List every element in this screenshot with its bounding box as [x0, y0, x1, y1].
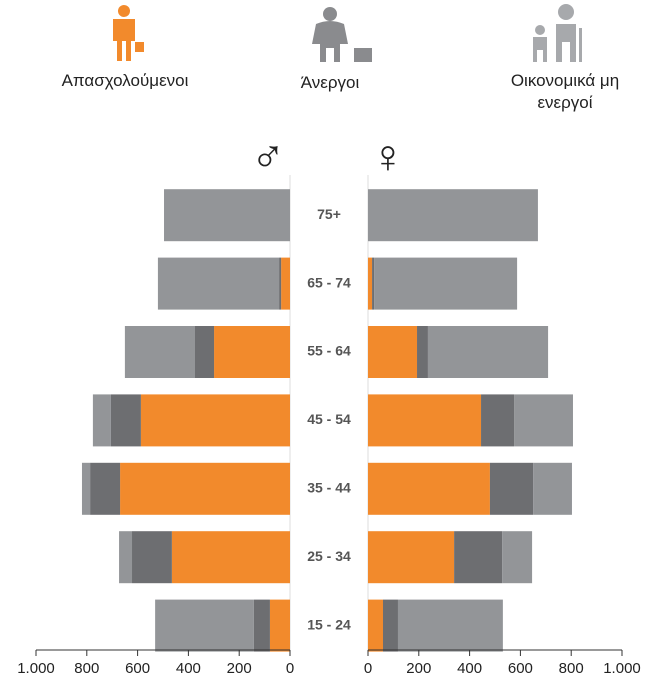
icon-inactive: [533, 4, 582, 62]
bar-segment: [281, 257, 290, 310]
bar-segment: [454, 531, 503, 584]
bar-segment: [382, 599, 398, 652]
x-tick-label: 1.000: [603, 660, 641, 677]
x-tick-label: 400: [176, 660, 201, 677]
bar-segment: [533, 462, 572, 515]
bar-segment: [417, 326, 428, 378]
bar-segment: [214, 326, 290, 378]
x-tick-label: 400: [457, 660, 482, 677]
icon-unemployed: [312, 7, 372, 62]
bar-segment: [502, 531, 533, 584]
bar-segment: [140, 394, 290, 447]
bar-segment: [155, 599, 254, 652]
bar-segment: [81, 462, 91, 515]
category-label: 55 - 64: [307, 343, 351, 359]
bar-segment: [368, 531, 455, 584]
legend-label: Οικονομικά μη ενεργοί: [510, 71, 620, 112]
bar-segment: [372, 257, 375, 310]
bar-segment: [110, 394, 141, 447]
bar-segment: [368, 326, 418, 378]
bar-segment: [489, 462, 534, 515]
sex-symbol: ♀: [371, 130, 406, 182]
bar-segment: [481, 394, 515, 447]
bar-segment: [157, 257, 280, 310]
bar-segment: [132, 531, 172, 584]
icon-employed: [113, 5, 144, 61]
x-tick-label: 0: [364, 660, 372, 677]
bar-segment: [90, 462, 121, 515]
bar-segment: [374, 257, 518, 310]
legend-label: Άνεργοι: [300, 73, 360, 92]
x-tick-label: 200: [227, 660, 252, 677]
category-label: 45 - 54: [307, 411, 351, 427]
category-label: 75+: [317, 206, 341, 222]
bar-segment: [368, 189, 538, 242]
bar-segment: [171, 531, 290, 584]
bar-segment: [124, 326, 196, 378]
category-label: 35 - 44: [307, 480, 351, 496]
bar-segment: [427, 326, 549, 378]
bar-segment: [164, 189, 290, 242]
x-tick-label: 800: [559, 660, 584, 677]
bar-segment: [514, 394, 573, 447]
bar-segment: [368, 257, 373, 310]
bar-segment: [368, 462, 490, 515]
bar-segment: [368, 599, 383, 652]
bar-segment: [279, 257, 282, 310]
legend-label: Απασχολούμενοι: [61, 71, 189, 90]
x-tick-label: 800: [74, 660, 99, 677]
category-label: 65 - 74: [307, 274, 351, 290]
bar-segment: [119, 531, 133, 584]
category-label: 15 - 24: [307, 616, 351, 632]
bar-segment: [253, 599, 270, 652]
x-tick-label: 600: [125, 660, 150, 677]
sex-symbol: ♂: [251, 130, 286, 182]
bar-segment: [120, 462, 290, 515]
x-tick-label: 0: [286, 660, 294, 677]
bar-segment: [269, 599, 290, 652]
bar-segment: [195, 326, 215, 378]
bar-segment: [368, 394, 482, 447]
bar-segment: [397, 599, 503, 652]
x-tick-label: 1.000: [17, 660, 55, 677]
category-label: 25 - 34: [307, 548, 351, 564]
x-tick-label: 200: [406, 660, 431, 677]
x-tick-label: 600: [508, 660, 533, 677]
bar-segment: [92, 394, 111, 447]
